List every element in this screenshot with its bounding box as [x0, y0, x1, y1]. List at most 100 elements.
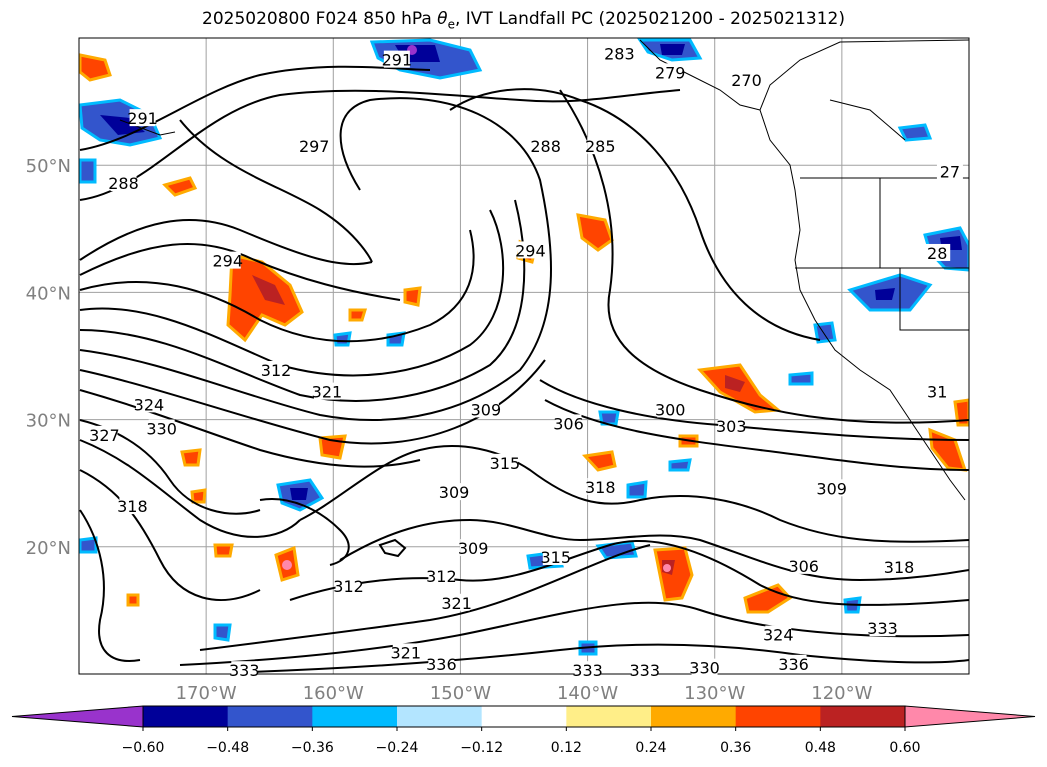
contour-label-bg	[718, 416, 745, 434]
contour-label-bg	[428, 654, 455, 672]
lon-label: 140°W	[557, 683, 618, 704]
contour-label: 318	[117, 497, 148, 516]
colorbar-under-triangle	[11, 705, 144, 728]
colorbar-tick-label: 0.12	[551, 740, 582, 756]
colorbar-bin	[651, 706, 737, 727]
coastlines	[119, 39, 969, 501]
contour-label-bg	[587, 478, 614, 496]
contour-label-bg	[428, 567, 455, 585]
contour-label: 288	[530, 137, 561, 156]
contour-label-bg	[517, 241, 544, 259]
contour-label: 333	[867, 619, 898, 638]
colorbar: −0.60 −0.48 −0.36 −0.24 −0.12 0.12 0.24 0.36 0.4…	[11, 705, 1036, 756]
contour-label: 288	[108, 174, 139, 193]
colorbar-bin	[820, 706, 906, 727]
contour-label-bg	[443, 593, 470, 611]
contour-label-bg	[631, 661, 658, 679]
map-frame	[78, 37, 970, 675]
contour-label: 285	[585, 137, 616, 156]
contour-label-bg	[606, 44, 633, 62]
contour-label-bg	[532, 137, 559, 155]
contour-label-bg	[587, 137, 614, 155]
contour-label: 309	[439, 483, 470, 502]
contour-label-bg	[936, 162, 963, 180]
title-subscript: e	[447, 17, 455, 32]
contour-label-bg	[148, 419, 175, 437]
contour-label: 312	[333, 577, 364, 596]
contour-label-bg	[657, 63, 684, 81]
contour-label: 321	[390, 643, 421, 662]
contour-label: 306	[553, 414, 584, 433]
lon-label: 160°W	[303, 683, 364, 704]
lon-label: 120°W	[811, 683, 872, 704]
contour-label: 303	[716, 417, 747, 436]
contour-label: 321	[312, 383, 343, 402]
contour-label-bg	[110, 174, 137, 192]
figure-title: 2025020800 F024 850 hPa θe, IVT Landfall…	[0, 9, 1047, 31]
contour-label-bg	[441, 483, 468, 501]
map-panel	[79, 38, 969, 674]
contour-label-bg	[691, 658, 718, 676]
contour-label: 270	[731, 71, 762, 90]
contour-label-bg	[383, 50, 410, 68]
contour-label: 333	[229, 661, 260, 680]
contour-label: 324	[763, 626, 794, 645]
contour-label: 283	[604, 44, 635, 63]
colorbar-bin	[312, 706, 398, 727]
contour-label-bg	[542, 547, 569, 565]
colorbar-tick-label: −0.36	[291, 740, 334, 756]
colorbar-frame	[142, 705, 906, 728]
contour-label: 294	[212, 252, 243, 271]
colorbar-bin	[566, 706, 652, 727]
contour-label-bg	[780, 654, 807, 672]
title-theta: θ	[437, 9, 448, 29]
contour-label-bg	[818, 479, 845, 497]
contour-label-bg	[924, 382, 951, 400]
contour-label-bg	[790, 556, 817, 574]
contour-label: 336	[778, 655, 809, 674]
contour-label: 333	[630, 661, 661, 680]
contour-label-bg	[135, 395, 162, 413]
lon-label: 170°W	[176, 683, 237, 704]
contour-label: 312	[261, 361, 292, 380]
contour-label: 27	[940, 163, 960, 182]
colorbar-tick-label: 0.48	[805, 740, 836, 756]
contour-label: 291	[127, 109, 158, 128]
contour-labels: 291 283 279 270 291 297 288 285 27 288 294 294 28 312…	[89, 44, 963, 680]
contour-label-bg	[313, 382, 340, 400]
contour-label-bg	[214, 251, 241, 269]
contour-label-bg	[765, 625, 792, 643]
contour-label: 318	[884, 558, 915, 577]
contour-label-bg	[886, 558, 913, 576]
colorbar-tick-label: −0.12	[460, 740, 503, 756]
contour-label-bg	[129, 109, 156, 127]
contour-label-bg	[392, 643, 419, 661]
contour-label: 306	[788, 557, 819, 576]
lat-label: 40°N	[26, 283, 71, 304]
contour-label: 279	[655, 63, 686, 82]
contour-label: 31	[927, 383, 947, 402]
contour-label-bg	[924, 243, 951, 261]
contour-label-bg	[119, 497, 146, 515]
contour-label-bg	[491, 453, 518, 471]
contour-label-bg	[301, 137, 328, 155]
colorbar-tick-label: −0.60	[122, 740, 165, 756]
contour-label-bg	[263, 360, 290, 378]
colorbar-tick-label: 0.24	[635, 740, 666, 756]
colorbar-bin	[397, 706, 483, 727]
contour-label: 294	[515, 241, 546, 260]
contour-label-bg	[460, 539, 487, 557]
lat-label: 20°N	[26, 538, 71, 559]
contour-label-bg	[869, 619, 896, 637]
contour-label: 291	[382, 51, 413, 70]
colorbar-tick-label: 0.60	[889, 740, 920, 756]
lat-label: 30°N	[26, 411, 71, 432]
contour-label: 318	[585, 478, 616, 497]
colorbar-over-triangle	[904, 705, 1036, 728]
colorbar-bin	[143, 706, 229, 727]
lon-label: 150°W	[430, 683, 491, 704]
latitude-labels: 50°N 40°N 30°N 20°N	[26, 156, 71, 559]
colorbar-tick-label: −0.24	[376, 740, 419, 756]
contour-label: 315	[541, 548, 572, 567]
